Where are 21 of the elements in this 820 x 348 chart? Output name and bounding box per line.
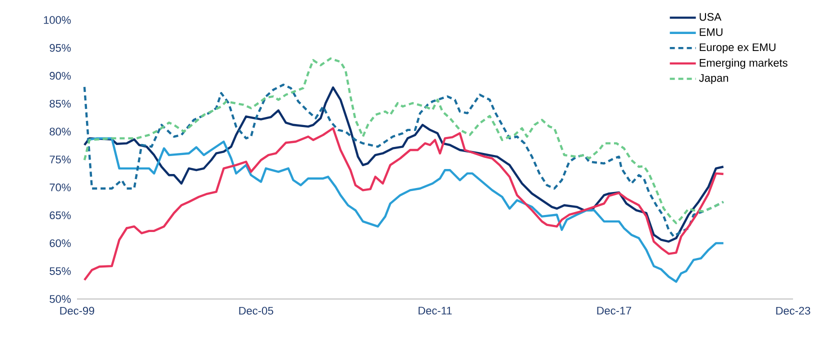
y-tick-label: 100% bbox=[44, 16, 71, 24]
y-tick-label: 60% bbox=[50, 239, 71, 248]
y-tick-label: 80% bbox=[50, 128, 71, 136]
x-tick-label: Dec-99 bbox=[60, 306, 94, 315]
legend-label: EMU bbox=[700, 28, 722, 36]
y-tick-label: 75% bbox=[50, 156, 71, 164]
x-tick-label: Dec-11 bbox=[418, 306, 452, 314]
y-tick-label: 70% bbox=[50, 184, 71, 192]
y-tick-label: 50% bbox=[50, 295, 71, 303]
legend-label: Emerging markets bbox=[700, 58, 788, 69]
y-tick-label: 55% bbox=[50, 267, 71, 275]
legend-label: Japan bbox=[699, 74, 728, 84]
x-tick-label: Dec-17 bbox=[597, 306, 632, 314]
legend-label: Europe ex EMU bbox=[700, 43, 776, 54]
y-tick-label: 90% bbox=[50, 72, 71, 80]
x-tick-label: Dec-23 bbox=[776, 306, 810, 315]
y-tick-label: 95% bbox=[50, 44, 71, 52]
y-tick-label: 65% bbox=[50, 211, 71, 220]
y-tick-label: 85% bbox=[50, 100, 71, 108]
x-tick-label: Dec-05 bbox=[239, 306, 274, 315]
legend-label: USA bbox=[700, 13, 722, 21]
